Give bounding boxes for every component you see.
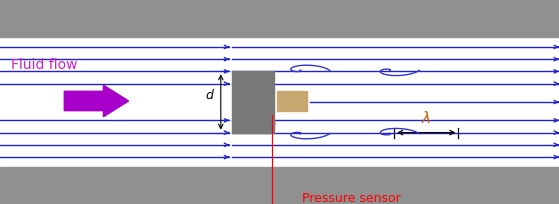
Text: λ: λ <box>421 111 431 126</box>
Bar <box>0 0 559 37</box>
FancyArrow shape <box>64 85 129 117</box>
Text: Pressure sensor: Pressure sensor <box>302 192 401 204</box>
Bar <box>232 71 274 133</box>
Text: Fluid flow: Fluid flow <box>11 58 78 72</box>
Text: d: d <box>206 89 214 102</box>
Bar <box>0 167 559 204</box>
Bar <box>277 91 307 111</box>
